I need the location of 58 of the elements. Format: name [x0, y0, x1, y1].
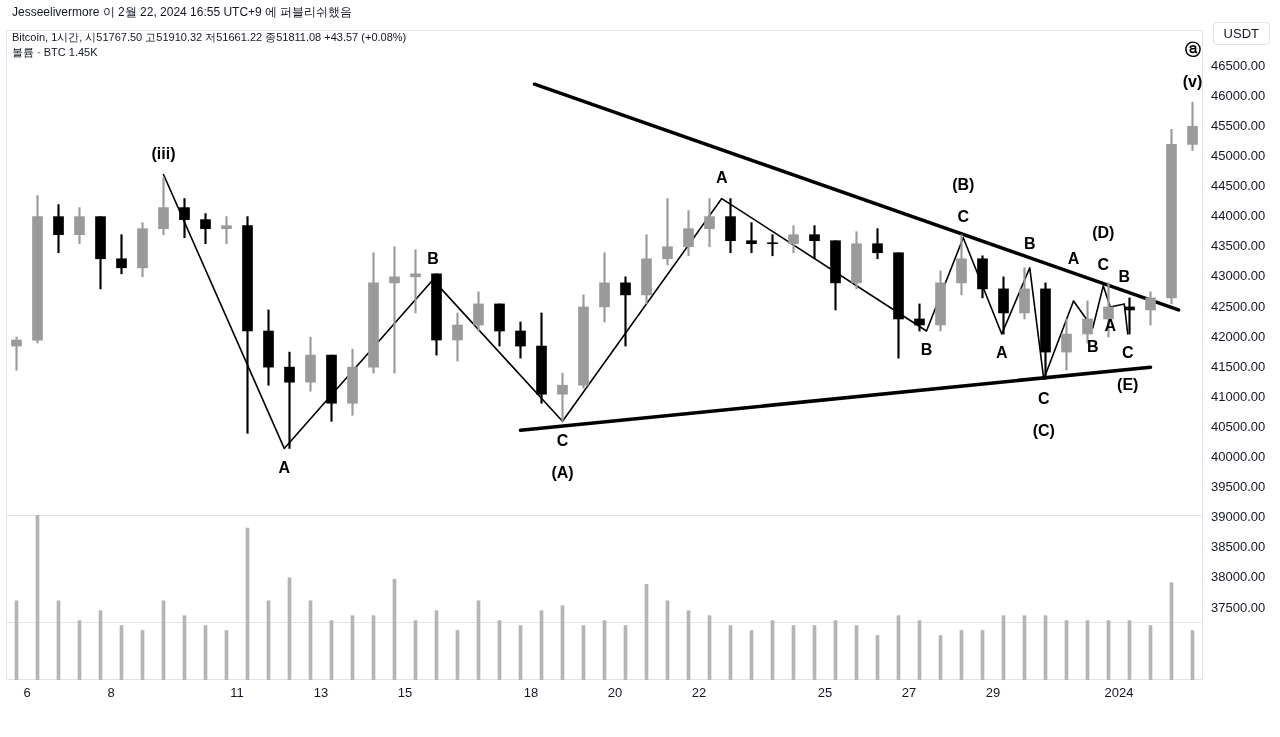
- x-tick-label: 8: [107, 685, 115, 701]
- x-tick-label: 20: [607, 685, 623, 701]
- x-tick-label: 27: [901, 685, 917, 701]
- y-tick-label: 42500.00: [1211, 298, 1266, 314]
- annotation: B: [1086, 338, 1099, 356]
- y-tick-label: 42000.00: [1211, 328, 1266, 344]
- y-tick-label: 45500.00: [1211, 117, 1266, 133]
- annotation: C: [1097, 256, 1110, 274]
- annotation: B: [427, 250, 439, 268]
- y-tick-label: 43500.00: [1211, 238, 1266, 254]
- y-axis-title: USDT: [1212, 22, 1270, 45]
- x-tick-label: 11: [230, 685, 244, 701]
- annotation: (iii): [151, 144, 176, 162]
- annotation: B: [920, 341, 933, 359]
- y-tick-label: 41000.00: [1211, 388, 1266, 404]
- y-tick-label: 41500.00: [1211, 358, 1266, 374]
- annotation: (E): [1117, 376, 1139, 394]
- y-tick-label: 46000.00: [1211, 87, 1266, 103]
- annotation: (B): [952, 176, 975, 194]
- y-tick-label: 39000.00: [1211, 509, 1266, 525]
- x-tick-label: 25: [817, 685, 833, 701]
- y-tick-label: 45000.00: [1211, 148, 1266, 163]
- annotation: C: [1121, 344, 1134, 362]
- chart-title: Jesseelivermore 이 2월 22, 2024 16:55 UTC+9 에 퍼블리쉬했음: [12, 4, 353, 21]
- x-tick-label: 2024: [1104, 685, 1134, 701]
- annotation: A: [715, 168, 728, 186]
- y-tick-label: 43000.00: [1211, 268, 1266, 284]
- annotation: (C): [1032, 421, 1055, 439]
- y-tick-label: 39500.00: [1211, 479, 1266, 495]
- x-tick-label: 18: [523, 685, 539, 701]
- chart-subtitle: Bitcoin, 1시간, 시51767.50 고51910.32 저51661.22 종51811.08 +43.57 (+0.08%): [12, 30, 407, 45]
- x-tick-label: 6: [23, 685, 31, 701]
- annotation: B: [1023, 235, 1036, 253]
- annotation: ⓐ: [1184, 40, 1201, 58]
- x-tick-label: 15: [397, 685, 413, 701]
- annotation: A: [278, 458, 291, 476]
- annotation: C: [1037, 389, 1050, 407]
- y-tick-label: 40000.00: [1211, 449, 1266, 465]
- annotation: (v): [1182, 72, 1203, 90]
- annotation: A: [995, 344, 1008, 362]
- annotation: B: [1118, 268, 1131, 286]
- y-tick-label: 38000.00: [1211, 569, 1266, 585]
- y-tick-label: 40500.00: [1211, 418, 1266, 434]
- annotation: (D): [1092, 224, 1115, 242]
- y-tick-label: 44500.00: [1211, 178, 1266, 194]
- x-tick-label: 13: [313, 685, 329, 701]
- annotation: A: [1104, 317, 1117, 335]
- x-tick-label: 22: [691, 685, 707, 701]
- annotation: (A): [551, 463, 574, 481]
- x-tick-label: 29: [985, 685, 1001, 701]
- y-tick-label: 46500.00: [1211, 57, 1266, 73]
- annotation: C: [957, 208, 970, 226]
- y-tick-label: 37500.00: [1211, 599, 1266, 615]
- y-tick-label: 38500.00: [1211, 539, 1266, 555]
- annotation: A: [1067, 250, 1080, 268]
- annotation: 볼륨 · BTC 1.45K: [12, 45, 98, 60]
- annotation: C: [556, 431, 569, 449]
- y-tick-label: 44000.00: [1211, 208, 1266, 224]
